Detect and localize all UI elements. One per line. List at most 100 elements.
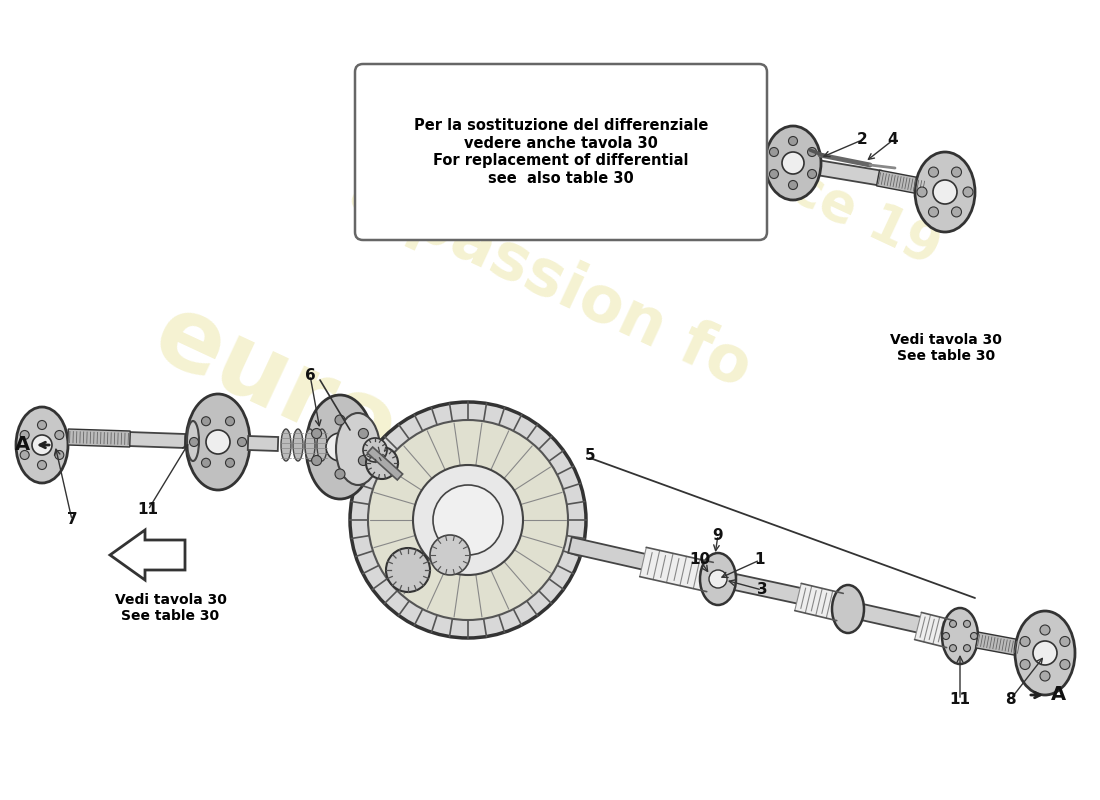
Text: 11: 11 (138, 502, 158, 518)
FancyBboxPatch shape (355, 64, 767, 240)
Ellipse shape (386, 548, 430, 592)
Circle shape (964, 645, 970, 652)
Circle shape (433, 485, 503, 555)
Polygon shape (110, 530, 185, 580)
Circle shape (789, 137, 797, 146)
Text: 8: 8 (1004, 693, 1015, 707)
Circle shape (964, 620, 970, 627)
Circle shape (226, 458, 234, 467)
Circle shape (1040, 671, 1050, 681)
Circle shape (206, 430, 230, 454)
Ellipse shape (706, 129, 734, 169)
Circle shape (1020, 637, 1030, 646)
Polygon shape (524, 109, 661, 145)
Polygon shape (914, 613, 954, 647)
Polygon shape (656, 125, 717, 161)
Circle shape (943, 633, 949, 639)
Circle shape (350, 402, 586, 638)
Polygon shape (976, 632, 1022, 656)
Circle shape (201, 417, 210, 426)
Circle shape (949, 645, 957, 652)
Ellipse shape (713, 139, 727, 159)
Circle shape (807, 147, 816, 157)
Ellipse shape (186, 394, 250, 490)
Text: 11: 11 (949, 693, 970, 707)
Circle shape (238, 438, 246, 446)
Circle shape (359, 429, 369, 438)
Circle shape (189, 438, 198, 446)
Circle shape (412, 465, 522, 575)
Text: 10: 10 (690, 553, 711, 567)
Circle shape (55, 430, 64, 439)
Text: 6: 6 (305, 367, 316, 382)
Polygon shape (569, 537, 647, 570)
Polygon shape (488, 99, 529, 124)
Circle shape (311, 429, 321, 438)
Ellipse shape (430, 535, 470, 575)
Text: 4: 4 (888, 133, 899, 147)
Ellipse shape (942, 608, 978, 664)
Circle shape (20, 450, 30, 459)
Circle shape (368, 420, 568, 620)
Circle shape (326, 433, 354, 461)
Text: A: A (1050, 686, 1066, 705)
Polygon shape (860, 604, 922, 633)
Circle shape (917, 187, 927, 197)
Circle shape (769, 170, 779, 178)
Polygon shape (734, 574, 802, 604)
Circle shape (789, 181, 797, 190)
Text: rs since 19: rs since 19 (636, 93, 948, 275)
Text: 3: 3 (757, 582, 768, 598)
Circle shape (769, 147, 779, 157)
Polygon shape (640, 547, 713, 592)
Circle shape (37, 421, 46, 430)
Circle shape (37, 461, 46, 470)
Polygon shape (68, 429, 130, 447)
Circle shape (1033, 641, 1057, 665)
Circle shape (1060, 659, 1070, 670)
Ellipse shape (1015, 611, 1075, 695)
Circle shape (782, 152, 804, 174)
Circle shape (359, 455, 369, 466)
Circle shape (710, 570, 727, 588)
Text: Per la sostituzione del differenziale
vedere anche tavola 30
For replacement of : Per la sostituzione del differenziale ve… (414, 118, 708, 186)
Circle shape (226, 417, 234, 426)
Ellipse shape (187, 421, 199, 461)
Polygon shape (128, 432, 185, 448)
Ellipse shape (915, 152, 975, 232)
Ellipse shape (366, 447, 398, 479)
Text: 7: 7 (67, 513, 77, 527)
Text: 5: 5 (585, 447, 595, 462)
Circle shape (970, 633, 978, 639)
Circle shape (336, 469, 345, 479)
Polygon shape (732, 145, 786, 168)
Circle shape (962, 187, 974, 197)
Circle shape (928, 207, 938, 217)
Circle shape (807, 170, 816, 178)
Ellipse shape (305, 429, 315, 461)
Circle shape (933, 180, 957, 204)
Text: 2: 2 (857, 133, 868, 147)
Circle shape (1060, 637, 1070, 646)
Text: Vedi tavola 30
See table 30: Vedi tavola 30 See table 30 (890, 333, 1002, 363)
Ellipse shape (306, 395, 374, 499)
Circle shape (201, 458, 210, 467)
Polygon shape (818, 161, 881, 186)
Circle shape (55, 450, 64, 459)
Ellipse shape (293, 429, 303, 461)
Text: A: A (14, 435, 30, 454)
Circle shape (952, 207, 961, 217)
Polygon shape (367, 447, 403, 480)
Ellipse shape (363, 438, 387, 462)
Circle shape (336, 415, 345, 425)
Text: euro: euro (139, 286, 411, 482)
Ellipse shape (336, 413, 380, 485)
Polygon shape (248, 436, 278, 451)
Ellipse shape (764, 126, 821, 200)
Text: 9: 9 (713, 527, 724, 542)
Circle shape (928, 167, 938, 177)
Circle shape (952, 167, 961, 177)
Circle shape (949, 620, 957, 627)
Circle shape (311, 455, 321, 466)
Ellipse shape (832, 585, 864, 633)
